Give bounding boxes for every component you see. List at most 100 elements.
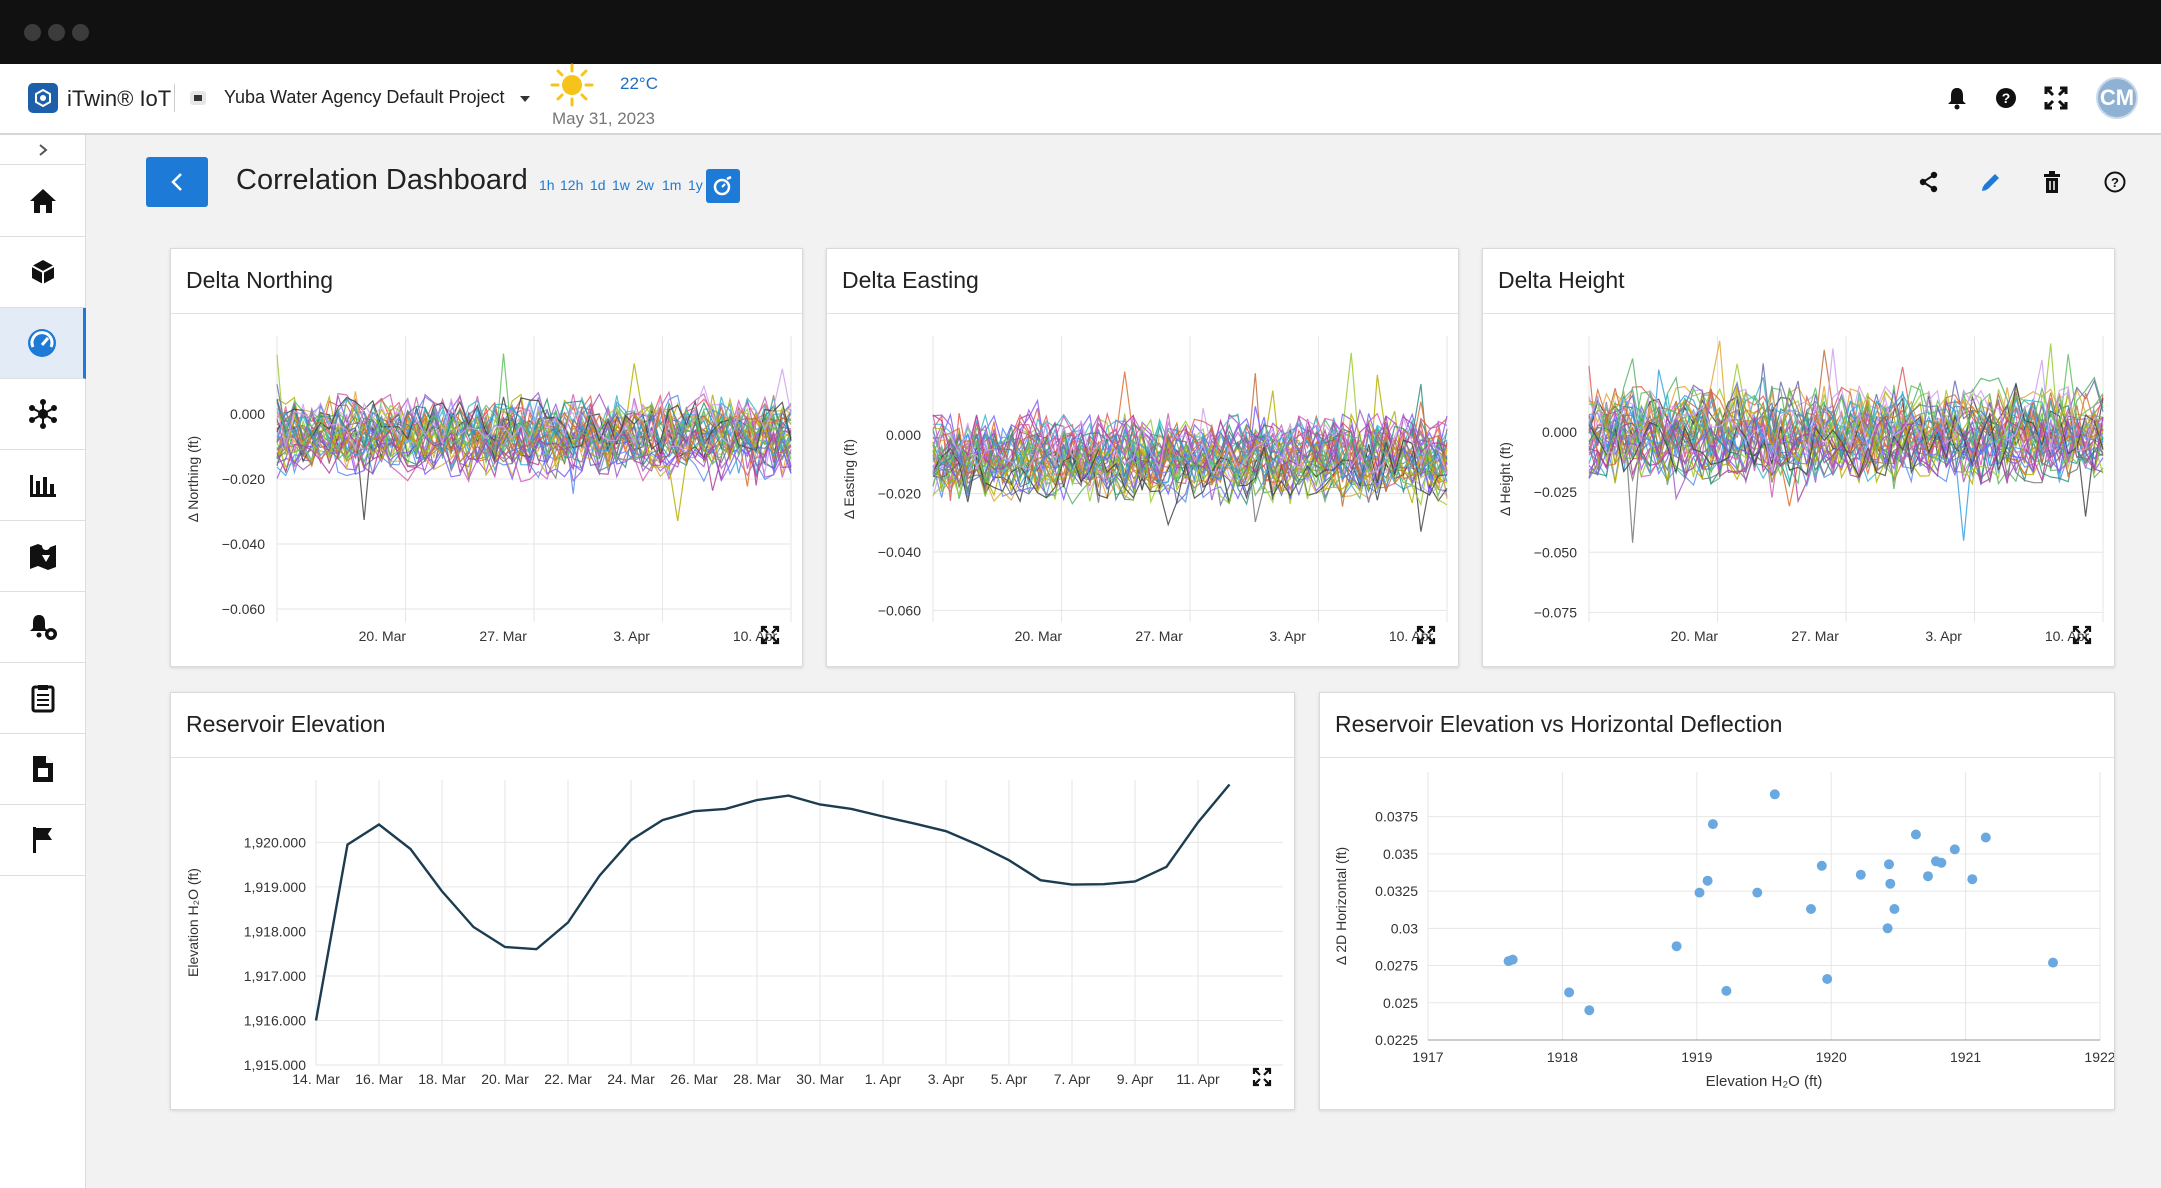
document-icon [33,756,53,782]
window-zoom-button[interactable] [72,24,89,41]
svg-text:?: ? [2111,175,2119,190]
x-tick-label: 20. Mar [481,1071,529,1087]
series-line [932,417,1448,475]
y-tick-label: −0.020 [222,471,265,487]
user-avatar[interactable]: CM [2096,77,2138,119]
window-minimize-button[interactable] [48,24,65,41]
series-line [932,436,1448,489]
y-tick-label: −0.060 [878,602,921,618]
share-icon[interactable] [1918,171,1940,193]
app-logo-text[interactable]: iTwin® IoT [67,86,172,111]
series-line [276,395,792,455]
itwin-logo-icon[interactable] [28,83,58,113]
card-divider [1320,757,2114,758]
x-tick-label: 3. Apr [1925,628,1962,644]
sidebar-item-reports[interactable] [0,450,86,521]
range-1m-button[interactable]: 1m [662,177,682,193]
sidebar-item-issues[interactable] [0,805,86,876]
sidebar-item-tasks[interactable] [0,663,86,734]
sidebar-expand-button[interactable] [0,135,86,165]
sidebar-item-documents[interactable] [0,734,86,805]
weather-temperature: 22°C [620,74,658,93]
bell-icon[interactable] [1946,86,1968,110]
x-tick-label: 27. Mar [1135,628,1183,644]
y-tick-label: 0.0225 [1375,1032,1418,1048]
scatter-point [2048,957,2058,968]
scatter-point [1889,904,1900,914]
delta-northing-chart[interactable]: 0.000 −0.020 −0.040 −0.060 20. Mar 27. Mar 3. … [171,314,802,666]
y-tick-label: 0.0325 [1375,883,1418,899]
series-line [1588,400,2104,480]
x-tick-label: 1920 [1816,1049,1847,1065]
expand-icon[interactable] [1416,625,1436,645]
delta-easting-card: Delta Easting 0.000 −0.020 −0.040 −0.060 20.… [826,248,1459,667]
x-tick-label: 1. Apr [865,1071,902,1087]
range-1y-button[interactable]: 1y [688,177,703,193]
y-tick-label: −0.075 [1534,604,1577,620]
x-tick-label: 1921 [1950,1049,1981,1065]
chevron-right-icon [39,143,48,156]
delete-icon[interactable] [2042,170,2062,194]
expand-icon-path [2072,625,2092,645]
scatter-point [1671,941,1682,952]
sidebar-item-assets[interactable] [0,237,86,308]
range-1d-button[interactable]: 1d [590,177,606,193]
delta-northing-title: Delta Northing [186,267,334,293]
sidebar-item-map[interactable] [0,521,86,592]
scatter-point [1936,857,1947,868]
cube-icon [31,260,55,284]
custom-range-button[interactable] [706,169,740,203]
series-line [276,410,792,466]
elevation-vs-deflection-chart[interactable]: 1917 1918 1919 1920 1921 1922 0.0225 0.025 0.027… [1320,758,2114,1109]
delta-easting-title: Delta Easting [842,267,979,293]
sun-icon [550,63,594,107]
y-tick-label: 1,920.000 [244,834,306,850]
series-line [276,427,792,483]
chevron-left-icon [171,173,182,191]
range-1h-button[interactable]: 1h [539,177,555,193]
x-tick-label: 22. Mar [544,1071,592,1087]
sidebar-item-network[interactable] [0,379,86,450]
chevron-down-icon[interactable] [519,94,531,104]
fullscreen-icon[interactable] [2044,86,2068,110]
scatter-point [1923,871,1933,882]
help-icon[interactable]: ? [1995,87,2017,109]
range-12h-button[interactable]: 12h [560,177,584,193]
dashboard-help-icon[interactable]: ? [2104,171,2126,193]
series-line [276,368,792,453]
x-tick-label: 27. Mar [479,628,527,644]
expand-icon[interactable] [1252,1067,1272,1087]
x-tick-label: 14. Mar [292,1071,340,1087]
back-button[interactable] [146,157,208,207]
scatter-point [1885,878,1896,889]
x-tick-label: 20. Mar [1671,628,1719,644]
series-line [932,411,1448,501]
range-1w-button[interactable]: 1w [612,177,630,193]
y-tick-label: 0.0275 [1375,958,1418,974]
window-close-button[interactable] [24,24,41,41]
delta-easting-chart[interactable]: 0.000 −0.020 −0.040 −0.060 20. Mar 27. Mar 3. … [827,314,1458,666]
series-line [276,408,792,484]
scatter-point [1806,904,1816,914]
expand-icon-path [760,625,780,645]
x-tick-label: 3. Apr [1269,628,1306,644]
y-tick-label: 0.000 [230,406,265,422]
expand-icon-path [1252,1067,1272,1087]
range-2w-button[interactable]: 2w [636,177,654,193]
x-tick-label: 1919 [1681,1049,1712,1065]
delta-northing-card: Delta Northing 0.000 −0.020 −0.040 −0.060 20… [170,248,803,667]
edit-icon[interactable] [1980,171,2002,193]
expand-icon[interactable] [2072,625,2092,645]
sidebar-item-dashboards[interactable] [0,308,86,379]
expand-icon[interactable] [760,625,780,645]
y-tick-label: −0.040 [878,544,921,560]
x-tick-label: 20. Mar [1015,628,1063,644]
reservoir-elevation-chart[interactable]: 14. Mar 16. Mar 18. Mar 20. Mar 22. Mar 24. M… [171,758,1294,1109]
delta-height-chart[interactable]: 0.000 −0.025 −0.050 −0.075 20. Mar 27. Mar 3. … [1483,314,2114,666]
sidebar-item-home[interactable] [0,166,86,237]
gauge-icon [27,329,56,357]
sidebar-item-alerts[interactable] [0,592,86,663]
x-tick-label: 20. Mar [359,628,407,644]
scatter-point [1855,869,1866,880]
project-selector[interactable]: Yuba Water Agency Default Project [224,87,505,107]
